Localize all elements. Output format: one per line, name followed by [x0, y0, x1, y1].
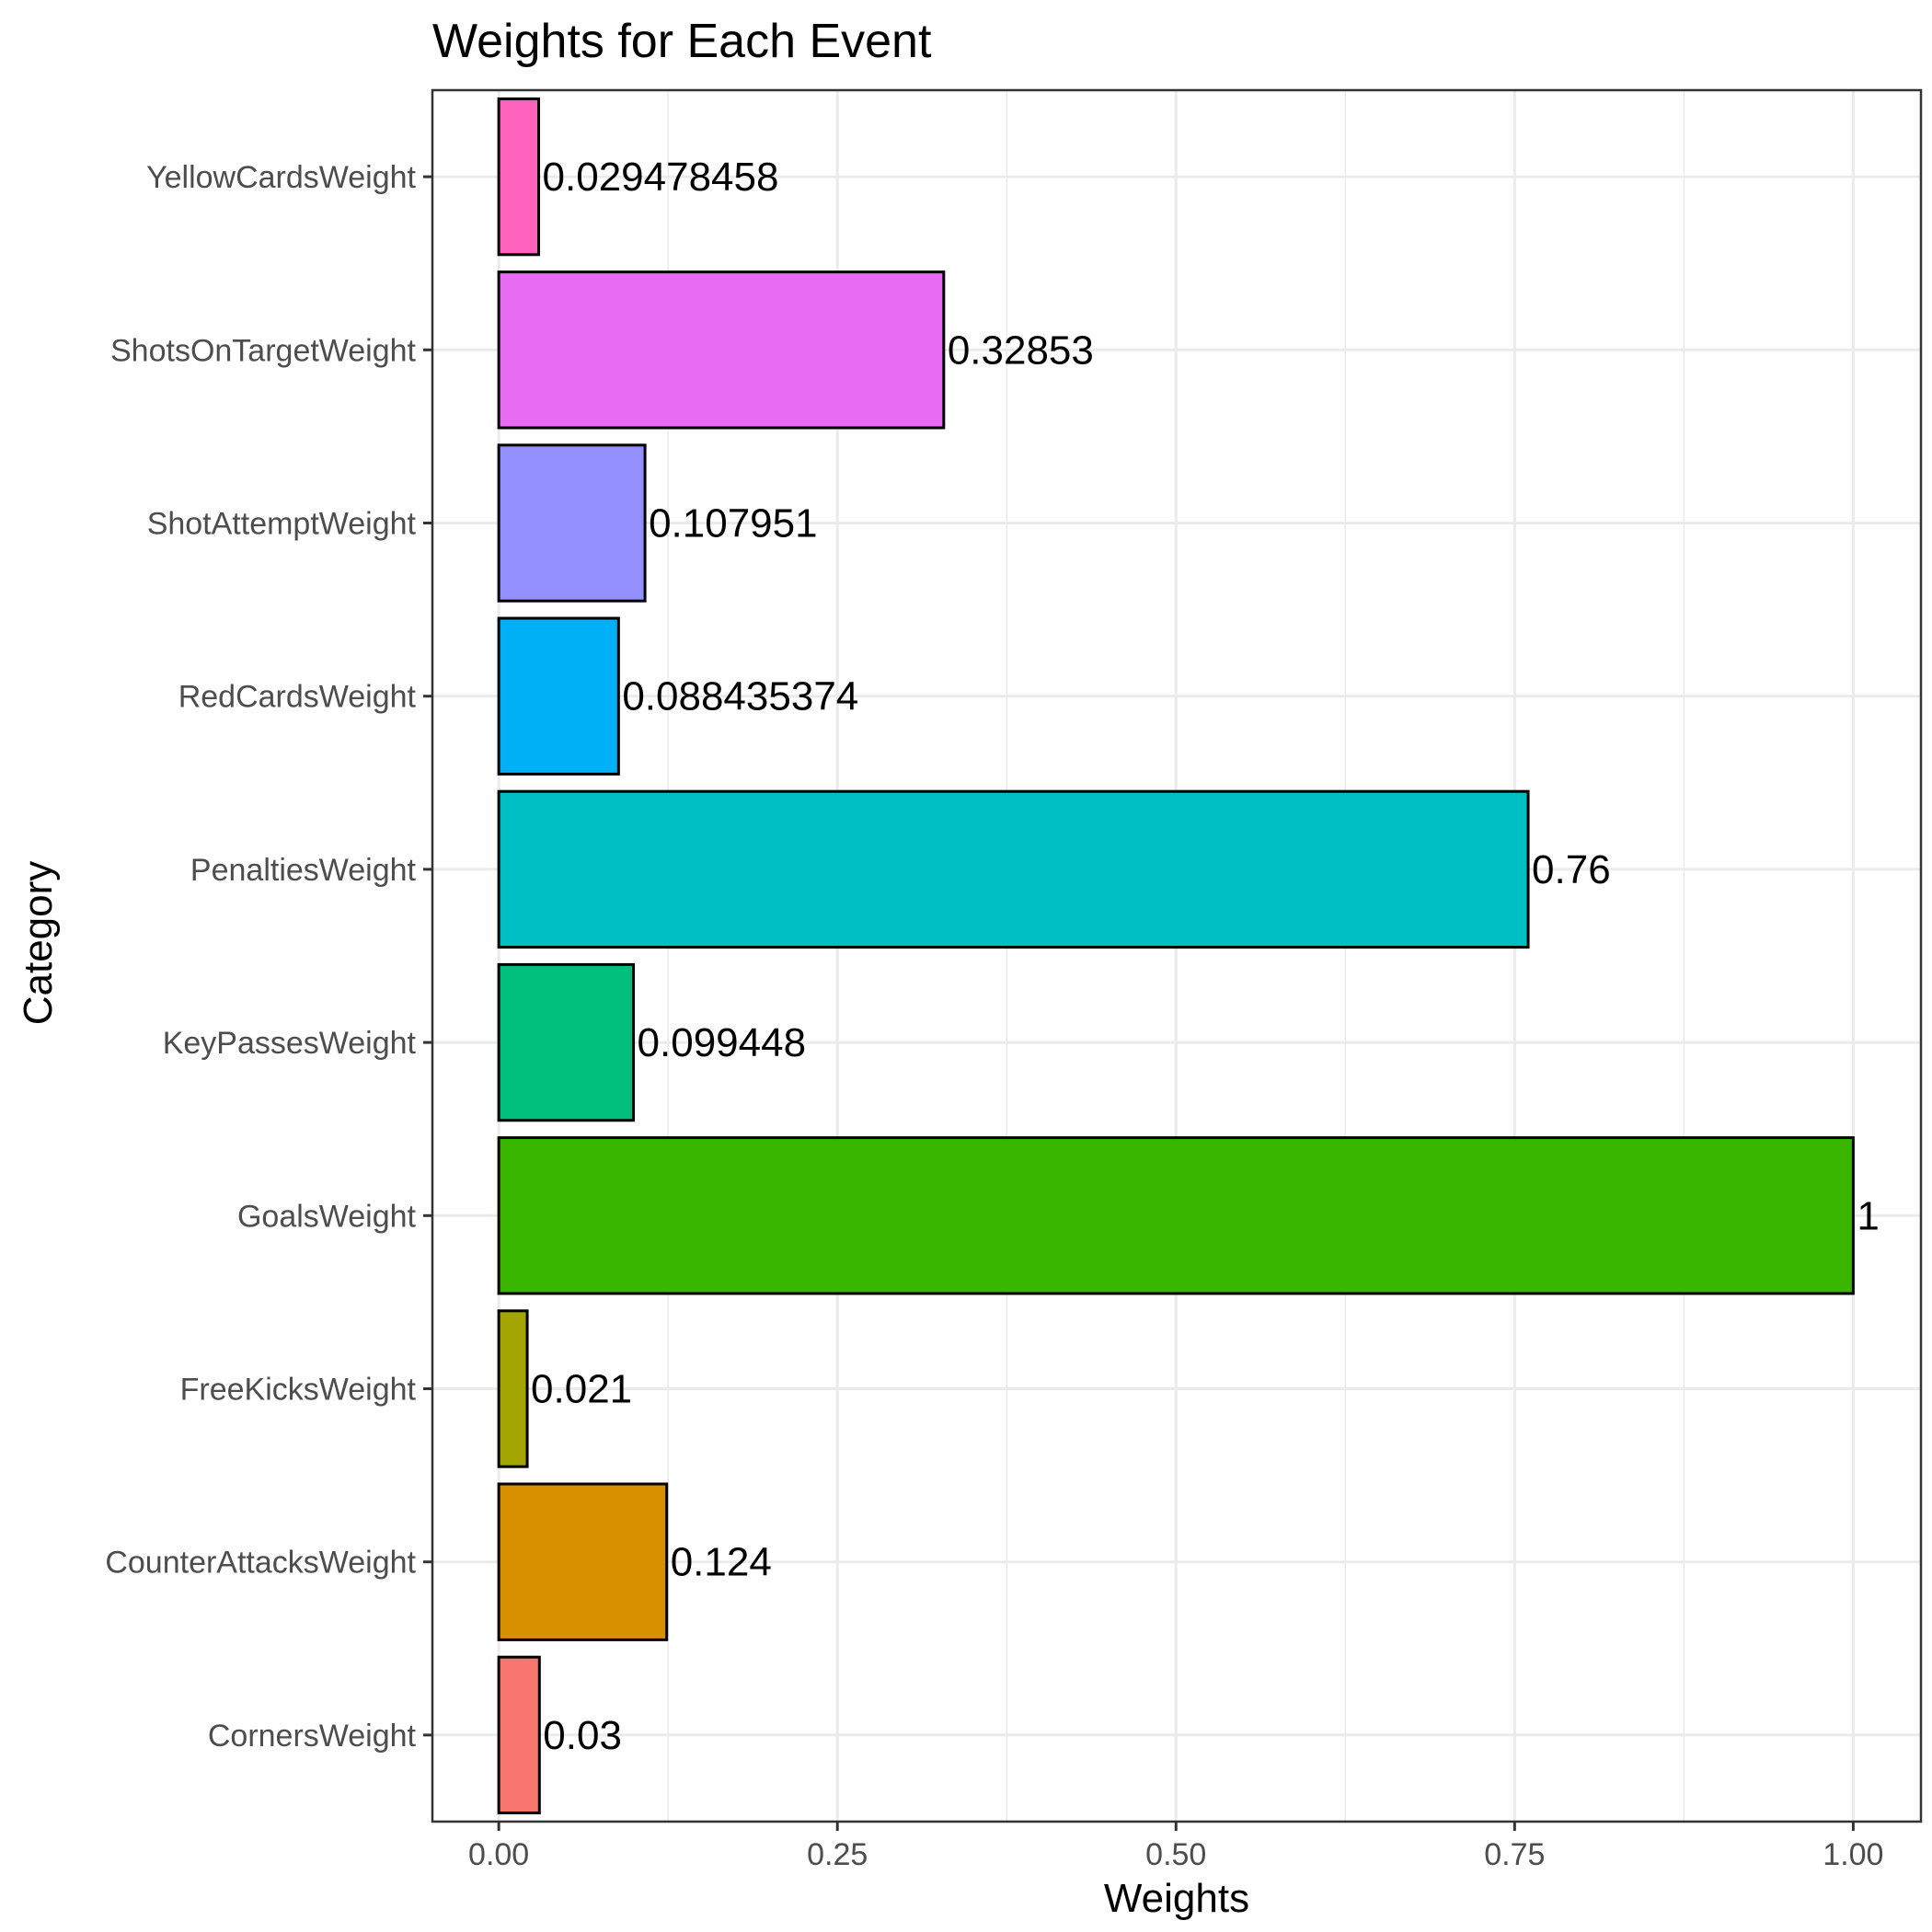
data-label-ShotAttemptWeight: 0.107951 [649, 501, 818, 546]
bar-CornersWeight [497, 1655, 541, 1815]
x-axis: 0.00 0.25 0.50 0.75 1.00 [468, 1822, 1883, 1872]
y-tick-label: ShotsOnTargetWeight [110, 333, 417, 368]
bar-FreeKicksWeight [497, 1309, 529, 1468]
bar-KeyPassesWeight [497, 962, 636, 1122]
y-tick-label: KeyPassesWeight [163, 1026, 417, 1061]
data-label-FreeKicksWeight: 0.021 [531, 1367, 632, 1412]
x-axis-title: Weights [1104, 1876, 1249, 1921]
bar-ShotAttemptWeight [497, 443, 647, 603]
data-label-CounterAttacksWeight: 0.124 [671, 1540, 772, 1585]
data-label-KeyPassesWeight: 0.099448 [638, 1020, 807, 1065]
data-labels: 0.03 0.124 0.021 1 0.099448 0.76 0.088435374 0.… [531, 155, 1880, 1758]
chart-title: Weights for Each Event [432, 15, 932, 68]
y-tick-label: FreeKicksWeight [180, 1373, 417, 1408]
data-label-YellowCardsWeight: 0.029478458 [543, 155, 779, 200]
bar-GoalsWeight [497, 1136, 1855, 1295]
data-label-RedCardsWeight: 0.088435374 [622, 674, 858, 719]
bars [497, 97, 1855, 1815]
y-tick-label: GoalsWeight [237, 1199, 417, 1234]
y-tick-label: YellowCardsWeight [146, 160, 416, 195]
y-tick-label: CornersWeight [208, 1719, 417, 1754]
data-label-GoalsWeight: 1 [1857, 1193, 1879, 1238]
x-tick-label: 0.25 [807, 1837, 868, 1872]
y-tick-label: CounterAttacksWeight [105, 1546, 416, 1581]
y-tick-label: RedCardsWeight [178, 680, 417, 715]
bar-ShotsOnTargetWeight [497, 270, 946, 430]
x-tick-label: 1.00 [1823, 1837, 1883, 1872]
data-label-CornersWeight: 0.03 [543, 1713, 622, 1758]
y-tick-label: ShotAttemptWeight [147, 507, 417, 542]
data-label-ShotsOnTargetWeight: 0.32853 [948, 328, 1094, 373]
y-tick-label: PenaltiesWeight [190, 853, 417, 888]
y-axis-title: Category [16, 861, 61, 1026]
x-tick-label: 0.75 [1484, 1837, 1545, 1872]
bar-RedCardsWeight [497, 616, 620, 776]
bar-PenaltiesWeight [497, 789, 1530, 949]
bar-YellowCardsWeight [497, 97, 541, 257]
bar-CounterAttacksWeight [497, 1482, 669, 1641]
x-tick-label: 0.00 [468, 1837, 529, 1872]
y-axis: CornersWeight CounterAttacksWeight FreeKic… [105, 160, 432, 1754]
x-tick-label: 0.50 [1145, 1837, 1206, 1872]
data-label-PenaltiesWeight: 0.76 [1532, 847, 1611, 892]
